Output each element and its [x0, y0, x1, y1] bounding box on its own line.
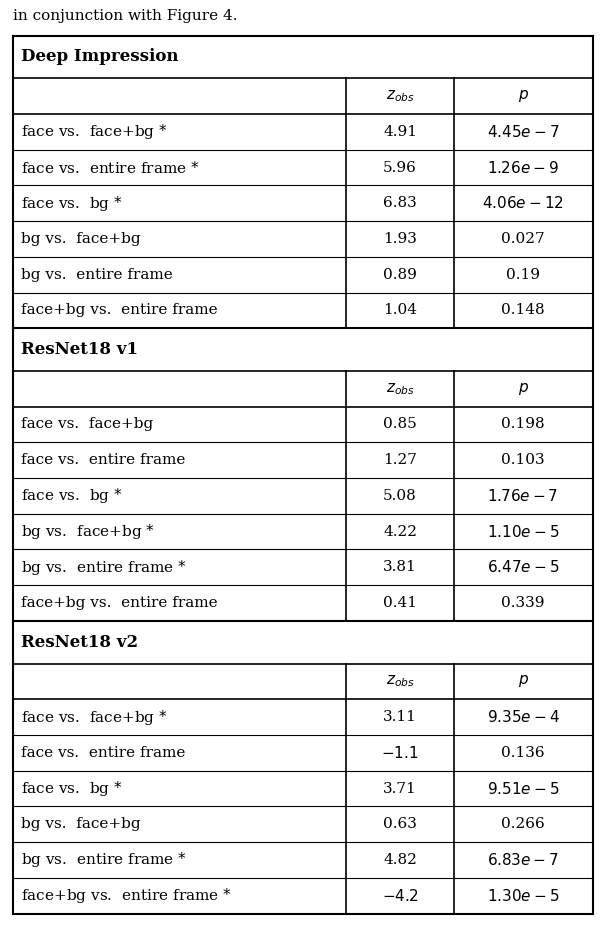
Text: 0.63: 0.63	[383, 817, 417, 831]
Text: $6.47e-5$: $6.47e-5$	[487, 560, 559, 576]
Text: face vs.  bg $*$: face vs. bg $*$	[21, 487, 122, 505]
Text: 0.148: 0.148	[501, 303, 545, 317]
Text: face+bg vs.  entire frame: face+bg vs. entire frame	[21, 596, 217, 610]
Text: face vs.  entire frame: face vs. entire frame	[21, 746, 185, 760]
Text: 0.41: 0.41	[383, 596, 417, 610]
Text: 4.22: 4.22	[383, 524, 417, 538]
Text: $z_{obs}$: $z_{obs}$	[385, 381, 415, 397]
Text: 0.103: 0.103	[501, 453, 545, 467]
Text: bg vs.  entire frame $*$: bg vs. entire frame $*$	[21, 851, 187, 870]
Text: $4.06e-12$: $4.06e-12$	[482, 196, 564, 212]
Text: face vs.  face+bg $*$: face vs. face+bg $*$	[21, 708, 167, 726]
Text: 0.85: 0.85	[383, 417, 417, 431]
Text: 0.027: 0.027	[501, 232, 545, 246]
Text: $z_{obs}$: $z_{obs}$	[385, 88, 415, 104]
Text: 0.136: 0.136	[501, 746, 545, 760]
Text: face vs.  bg $*$: face vs. bg $*$	[21, 194, 122, 212]
Text: $-1.1$: $-1.1$	[381, 745, 419, 761]
Text: 5.96: 5.96	[383, 160, 417, 174]
Text: bg vs.  face+bg: bg vs. face+bg	[21, 232, 140, 246]
Text: $-4.2$: $-4.2$	[382, 887, 418, 903]
Text: face vs.  entire frame: face vs. entire frame	[21, 453, 185, 467]
Text: 1.27: 1.27	[383, 453, 417, 467]
Text: $4.45e-7$: $4.45e-7$	[487, 124, 559, 139]
Text: Deep Impression: Deep Impression	[21, 49, 178, 66]
Text: 0.339: 0.339	[501, 596, 545, 610]
Text: $1.76e-7$: $1.76e-7$	[487, 488, 559, 504]
Text: bg vs.  face+bg $*$: bg vs. face+bg $*$	[21, 522, 155, 541]
Text: 5.08: 5.08	[383, 489, 417, 503]
Text: ResNet18 v2: ResNet18 v2	[21, 634, 138, 651]
Text: 3.71: 3.71	[383, 782, 417, 796]
Text: bg vs.  entire frame: bg vs. entire frame	[21, 268, 172, 282]
Text: $1.30e-5$: $1.30e-5$	[487, 887, 559, 903]
Text: $9.51e-5$: $9.51e-5$	[487, 781, 559, 797]
Text: 0.19: 0.19	[506, 268, 540, 282]
Text: $p$: $p$	[518, 673, 528, 690]
Text: $p$: $p$	[518, 381, 528, 397]
Text: 4.82: 4.82	[383, 853, 417, 867]
Text: 0.266: 0.266	[501, 817, 545, 831]
Text: face vs.  face+bg: face vs. face+bg	[21, 417, 153, 431]
Text: face+bg vs.  entire frame: face+bg vs. entire frame	[21, 303, 217, 317]
Text: face vs.  entire frame $*$: face vs. entire frame $*$	[21, 159, 199, 176]
Text: $9.35e-4$: $9.35e-4$	[487, 709, 559, 725]
Text: 3.81: 3.81	[383, 561, 417, 575]
Text: ResNet18 v1: ResNet18 v1	[21, 341, 138, 358]
Text: in conjunction with Figure 4.: in conjunction with Figure 4.	[13, 9, 238, 23]
Text: face vs.  face+bg $*$: face vs. face+bg $*$	[21, 123, 167, 141]
Text: 0.89: 0.89	[383, 268, 417, 282]
Text: $1.26e-9$: $1.26e-9$	[487, 159, 559, 176]
Text: face+bg vs.  entire frame $*$: face+bg vs. entire frame $*$	[21, 886, 231, 905]
Text: 0.198: 0.198	[501, 417, 545, 431]
Text: face vs.  bg $*$: face vs. bg $*$	[21, 779, 122, 798]
Text: 4.91: 4.91	[383, 124, 417, 139]
Text: $z_{obs}$: $z_{obs}$	[385, 674, 415, 689]
Text: bg vs.  face+bg: bg vs. face+bg	[21, 817, 140, 831]
Text: 6.83: 6.83	[383, 197, 417, 211]
Text: 1.93: 1.93	[383, 232, 417, 246]
Text: $1.10e-5$: $1.10e-5$	[487, 523, 559, 539]
Text: $p$: $p$	[518, 88, 528, 104]
Text: 1.04: 1.04	[383, 303, 417, 317]
Text: bg vs.  entire frame $*$: bg vs. entire frame $*$	[21, 558, 187, 577]
Text: 3.11: 3.11	[383, 710, 417, 724]
Text: $6.83e-7$: $6.83e-7$	[487, 852, 559, 868]
